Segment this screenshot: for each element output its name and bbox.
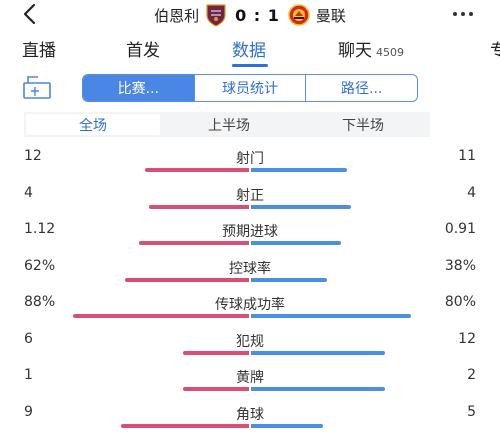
away-stat-bar <box>251 168 347 172</box>
home-stat-value: 12 <box>24 148 42 164</box>
home-stat-bar <box>149 204 249 209</box>
stat-label: 射门 <box>236 151 264 167</box>
stat-row: 88% 传球成功率 80% <box>0 290 500 326</box>
stat-row: 4 射正 4 <box>0 181 500 217</box>
stat-row: 12 射门 11 <box>0 144 500 180</box>
segment-row: 比赛... 球员统计 路径... <box>0 72 500 104</box>
home-stat-value: 9 <box>24 403 33 420</box>
back-arrow-icon[interactable] <box>18 2 42 26</box>
man-utd-crest-icon[interactable] <box>288 3 310 27</box>
stats-segment-control: 比赛... 球员统计 路径... <box>82 74 418 102</box>
home-stat-bar <box>139 241 249 245</box>
away-team-name[interactable]: 曼联 <box>315 6 346 25</box>
stat-label: 预期进球 <box>222 224 278 240</box>
away-stat-value: 5 <box>467 403 476 420</box>
period-first-half[interactable]: 上半场 <box>208 117 250 134</box>
tab-live[interactable]: 直播 <box>22 41 56 61</box>
home-stat-value: 1 <box>24 367 33 383</box>
home-stat-value: 4 <box>24 184 33 201</box>
stat-label: 角球 <box>236 406 264 423</box>
scoreline: 伯恩利 0 : 1 曼联 <box>0 0 500 30</box>
burnley-crest-icon[interactable] <box>205 3 227 27</box>
away-stat-bar <box>251 387 385 391</box>
tab-special[interactable]: 专 <box>490 41 500 61</box>
period-selector: 全场 上半场 下半场 <box>24 112 430 137</box>
away-stat-value: 38% <box>444 257 476 274</box>
away-stat-bar <box>251 277 327 282</box>
away-stat-bar <box>251 350 385 355</box>
match-header: 伯恩利 0 : 1 曼联 <box>0 0 500 30</box>
home-stat-bar <box>145 168 249 172</box>
more-options-icon[interactable] <box>452 4 474 24</box>
away-stat-value: 4 <box>467 184 476 201</box>
away-stat-value: 11 <box>458 148 476 164</box>
stat-label: 黄牌 <box>236 370 264 386</box>
period-full-match[interactable]: 全场 <box>26 114 160 135</box>
home-stat-value: 88% <box>24 294 56 310</box>
home-stat-bar <box>183 387 249 391</box>
tab-data[interactable]: 数据 <box>232 41 266 61</box>
home-stat-value: 62% <box>24 257 56 274</box>
tab-lineup[interactable]: 首发 <box>126 41 160 61</box>
stat-row: 62% 控球率 38% <box>0 254 500 290</box>
away-stat-bar <box>251 204 351 209</box>
home-stat-bar <box>73 314 249 318</box>
stat-row: 1.12 预期进球 0.91 <box>0 217 500 253</box>
segment-path[interactable]: 路径... <box>305 75 417 101</box>
segment-player-stats[interactable]: 球员统计 <box>193 75 306 101</box>
match-score: 0 : 1 <box>235 5 280 25</box>
home-stat-bar <box>125 277 249 282</box>
stat-row: 6 犯规 12 <box>0 327 500 363</box>
away-stat-bar <box>251 423 323 428</box>
tab-chat[interactable]: 聊天 4509 <box>338 41 404 61</box>
stat-label: 控球率 <box>229 260 271 277</box>
home-team-name[interactable]: 伯恩利 <box>154 6 200 25</box>
active-tab-indicator <box>232 64 268 67</box>
away-stat-value: 0.91 <box>444 221 476 237</box>
away-stat-value: 12 <box>458 330 476 347</box>
stat-row: 1 黄牌 2 <box>0 363 500 399</box>
home-stat-value: 1.12 <box>24 221 56 237</box>
away-stat-bar <box>251 314 411 318</box>
share-icon[interactable] <box>22 74 56 100</box>
stat-label: 犯规 <box>236 333 264 350</box>
chat-count: 4509 <box>376 46 404 59</box>
stat-label: 传球成功率 <box>215 297 285 313</box>
main-tabs: 直播 首发 数据 聊天 4509 专 <box>0 36 500 68</box>
away-stat-value: 2 <box>467 367 476 383</box>
stat-row: 9 角球 5 <box>0 400 500 436</box>
home-stat-bar <box>121 423 249 428</box>
away-stat-value: 80% <box>444 294 476 310</box>
stat-label: 射正 <box>236 187 264 204</box>
away-stat-bar <box>251 241 341 245</box>
segment-match-stats[interactable]: 比赛... <box>83 75 194 101</box>
period-second-half[interactable]: 下半场 <box>342 117 384 134</box>
home-stat-value: 6 <box>24 330 33 347</box>
home-stat-bar <box>183 350 249 355</box>
